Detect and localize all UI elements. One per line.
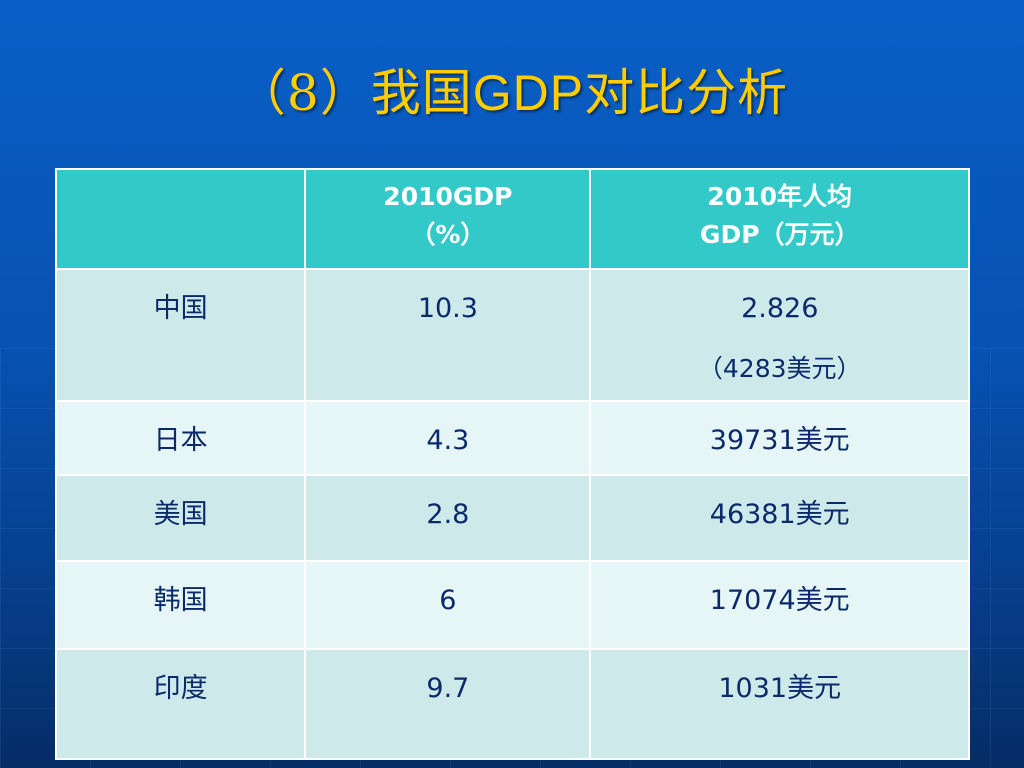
gdp-growth-cell: 6 xyxy=(304,560,592,650)
country-cell: 中国 xyxy=(54,268,307,402)
table-header-row: 2010GDP （%） 2010年人均 GDP（万元） xyxy=(54,168,970,270)
header-per-capita: 2010年人均 GDP（万元） xyxy=(589,168,970,270)
gdp-growth-cell: 4.3 xyxy=(304,400,592,476)
slide-title: （8）我国GDP对比分析 xyxy=(0,58,1024,128)
per-capita-cell: 17074美元 xyxy=(589,560,970,650)
title-prefix: （8）我国 xyxy=(235,64,473,122)
per-capita-value: 2.826 xyxy=(741,293,819,324)
country-cell: 日本 xyxy=(54,400,307,476)
country-cell: 美国 xyxy=(54,474,307,562)
country-cell: 韩国 xyxy=(54,560,307,650)
header-per-capita-line2: GDP（万元） xyxy=(699,220,860,249)
gdp-growth-cell: 10.3 xyxy=(304,268,592,402)
header-gdp-growth-line1: 2010GDP xyxy=(383,182,513,211)
per-capita-cell: 2.826 （4283美元） xyxy=(589,268,970,402)
gdp-growth-cell: 2.8 xyxy=(304,474,592,562)
gdp-growth-cell: 9.7 xyxy=(304,648,592,760)
header-empty-cell xyxy=(54,168,307,270)
per-capita-cell: 1031美元 xyxy=(589,648,970,760)
table-row: 美国 2.8 46381美元 xyxy=(54,474,970,562)
table-row: 日本 4.3 39731美元 xyxy=(54,400,970,476)
header-gdp-growth-line2: （%） xyxy=(410,220,486,249)
per-capita-note: （4283美元） xyxy=(697,354,862,383)
table-row: 韩国 6 17074美元 xyxy=(54,560,970,650)
table-row: 印度 9.7 1031美元 xyxy=(54,648,970,760)
per-capita-cell: 46381美元 xyxy=(589,474,970,562)
header-per-capita-line1: 2010年人均 xyxy=(707,182,853,211)
per-capita-cell: 39731美元 xyxy=(589,400,970,476)
title-latin: GDP xyxy=(472,65,585,121)
gdp-comparison-table: 2010GDP （%） 2010年人均 GDP（万元） 中国 10.3 2.82… xyxy=(54,168,970,760)
header-gdp-growth: 2010GDP （%） xyxy=(304,168,592,270)
title-suffix: 对比分析 xyxy=(584,64,789,122)
table-row: 中国 10.3 2.826 （4283美元） xyxy=(54,268,970,402)
country-cell: 印度 xyxy=(54,648,307,760)
